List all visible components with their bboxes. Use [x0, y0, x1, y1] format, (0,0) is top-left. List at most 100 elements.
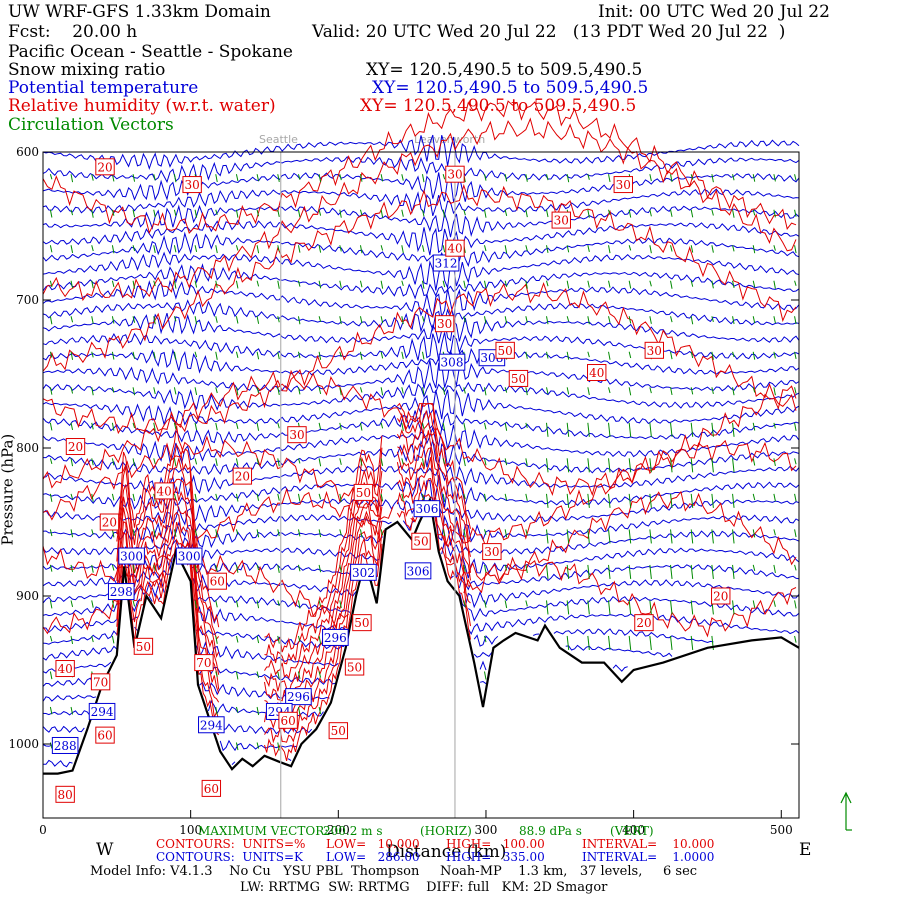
wind-vector	[463, 280, 466, 289]
wind-vector	[297, 280, 301, 287]
wind-vector	[339, 529, 342, 536]
wind-vector	[794, 600, 797, 609]
wind-vector	[587, 174, 590, 180]
rh-label: 40	[589, 366, 604, 380]
wind-vector	[297, 564, 301, 572]
wind-vector	[649, 280, 652, 287]
wind-vector	[732, 174, 735, 181]
rh-label: 30	[647, 344, 662, 358]
wind-vector	[70, 635, 74, 645]
wind-vector	[70, 458, 74, 467]
max-vector-label: MAXIMUM VECTOR:	[198, 824, 329, 838]
wind-vector	[587, 564, 590, 579]
wind-vector	[401, 245, 404, 254]
wind-vector	[608, 245, 611, 254]
wind-vector	[91, 245, 94, 252]
wind-vector	[525, 600, 528, 607]
wind-vector	[484, 635, 487, 643]
wind-vector	[711, 174, 714, 183]
wind-vector	[194, 387, 198, 396]
rh-contour-band	[116, 443, 220, 641]
wind-vector	[256, 635, 260, 644]
wind-vector	[442, 422, 446, 431]
wind-vector	[91, 529, 94, 535]
theta-label: 296	[287, 690, 310, 704]
wind-vector	[773, 209, 776, 218]
wind-vector	[484, 529, 487, 535]
wind-vector	[256, 280, 260, 287]
rh-label-box	[287, 426, 307, 444]
x-axis-title: Distance (km)	[386, 842, 507, 862]
wind-vector	[339, 422, 342, 430]
wind-vector	[504, 316, 508, 324]
wind-vector	[401, 493, 404, 502]
wind-vector	[794, 387, 797, 394]
wind-vector	[70, 529, 74, 538]
rh-label: 50	[136, 640, 151, 654]
wind-vector	[132, 174, 136, 182]
rh-label: 50	[511, 372, 526, 386]
wind-vector	[794, 529, 797, 538]
wind-vector	[339, 600, 342, 609]
wind-vector	[504, 245, 508, 254]
theta-label-box	[285, 688, 312, 706]
wind-vector	[670, 209, 673, 217]
wind-vector	[111, 387, 115, 393]
wind-vector	[421, 174, 425, 183]
rh-contour-band	[396, 430, 471, 581]
field-theta-xy: XY= 120.5,490.5 to 509.5,490.5	[372, 78, 649, 98]
wind-vector	[484, 280, 487, 289]
x-tick-label: 500	[770, 823, 793, 837]
wind-vector	[49, 422, 53, 431]
wind-vector	[111, 529, 115, 538]
rh-contour-band	[397, 402, 471, 529]
wind-vector	[215, 387, 218, 394]
wind-vector	[711, 209, 714, 216]
theta-isentrope	[42, 299, 800, 333]
wind-vector	[173, 493, 177, 500]
rh-label-box	[482, 543, 502, 561]
wind-vector	[794, 635, 797, 643]
theta-label: 296	[324, 631, 347, 645]
wind-vector	[215, 529, 218, 538]
max-vector-horiz: (HORIZ)	[420, 824, 472, 838]
wind-vector	[566, 600, 570, 615]
wind-vector	[773, 245, 776, 251]
wind-vector	[173, 422, 177, 430]
wind-vector	[463, 493, 466, 500]
wind-vector	[566, 387, 570, 395]
wind-vector	[235, 209, 239, 218]
wind-vector	[670, 174, 673, 183]
wind-vector	[132, 422, 136, 429]
wind-vector	[711, 458, 714, 473]
field-rh-label: Relative humidity (w.r.t. water)	[8, 96, 276, 116]
theta-label-box	[118, 547, 145, 565]
wind-vector	[194, 209, 198, 218]
wind-vector	[628, 387, 632, 396]
theta-label-box	[51, 736, 79, 754]
wind-vector	[628, 529, 632, 544]
wind-vector	[173, 387, 177, 395]
theta-label: 298	[110, 585, 133, 599]
theta-contour-interval: INTERVAL= 1.0000	[582, 850, 715, 864]
rh-contour-interval: INTERVAL= 10.000	[582, 837, 715, 851]
wind-vector	[277, 671, 280, 679]
rh-label: 80	[58, 788, 73, 802]
rh-label-box	[55, 785, 75, 803]
max-vector-value: 200.2 m s	[323, 824, 383, 838]
wind-vector	[91, 280, 94, 289]
rh-contour-band	[396, 477, 471, 627]
wind-vector	[91, 458, 94, 466]
wind-vector	[318, 209, 322, 216]
wind-vector	[339, 493, 342, 502]
wind-vector	[732, 351, 735, 358]
wind-vector	[690, 458, 694, 473]
wind-vector	[546, 422, 549, 437]
wind-vector	[732, 564, 735, 579]
wind-vector	[752, 458, 756, 466]
wind-vector	[608, 351, 611, 360]
wind-vector	[773, 280, 776, 289]
wind-vector	[277, 351, 280, 360]
rh-contour-band	[116, 521, 220, 720]
model-domain-title: UW WRF-GFS 1.33km Domain	[8, 2, 271, 22]
